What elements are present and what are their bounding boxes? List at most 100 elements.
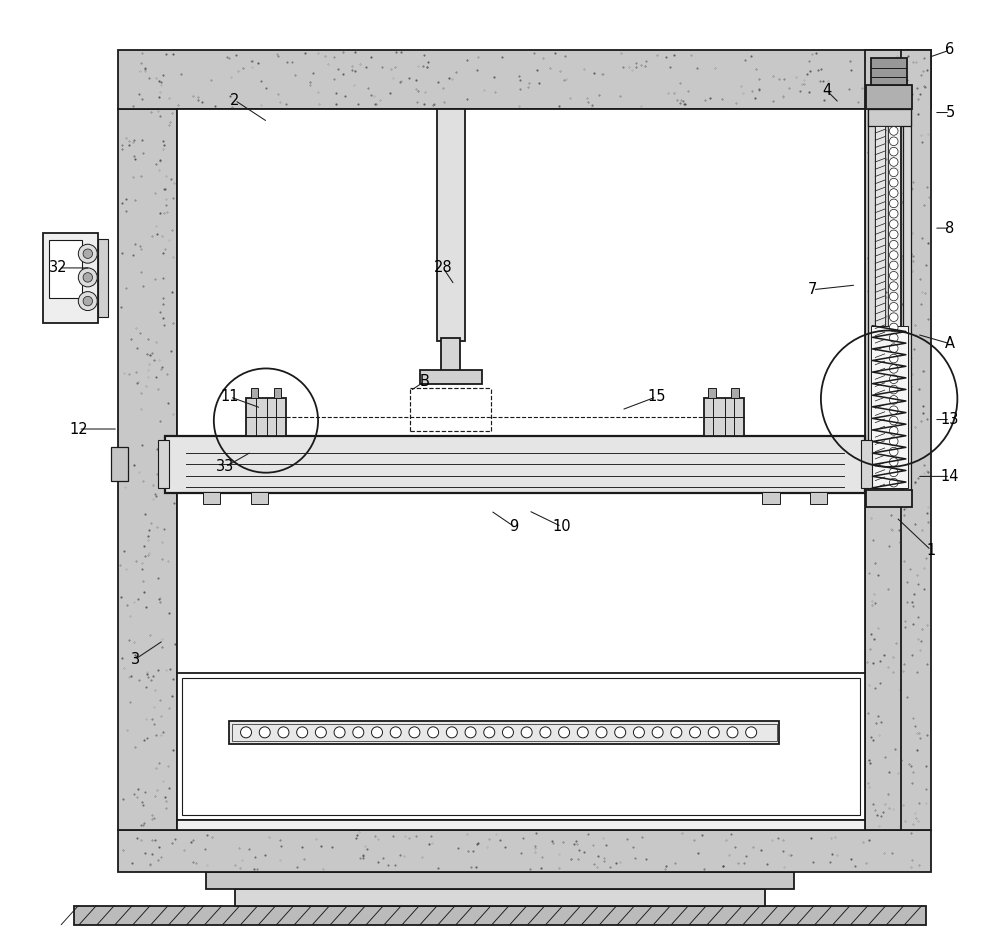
Circle shape <box>259 727 270 737</box>
Text: 8: 8 <box>945 220 955 235</box>
Circle shape <box>727 727 738 737</box>
Text: 6: 6 <box>945 43 955 58</box>
Text: 3: 3 <box>131 652 140 667</box>
Text: 13: 13 <box>941 412 959 427</box>
Text: B: B <box>419 374 429 389</box>
Bar <box>251 388 258 398</box>
Text: 33: 33 <box>216 459 234 474</box>
Circle shape <box>889 478 898 487</box>
Circle shape <box>889 396 898 404</box>
Circle shape <box>83 272 93 282</box>
Bar <box>165 436 865 493</box>
Circle shape <box>83 296 93 306</box>
Bar <box>868 109 875 493</box>
Bar <box>762 492 780 504</box>
Bar <box>235 888 765 905</box>
Circle shape <box>889 375 898 383</box>
Bar <box>98 238 108 317</box>
Circle shape <box>889 313 898 322</box>
Bar <box>441 338 460 374</box>
Bar <box>246 398 286 436</box>
Bar <box>888 126 900 488</box>
Bar <box>206 871 794 888</box>
Circle shape <box>353 727 364 737</box>
Text: 7: 7 <box>808 282 817 297</box>
Circle shape <box>889 178 898 187</box>
Bar <box>871 59 907 85</box>
Text: 10: 10 <box>552 519 571 534</box>
Circle shape <box>889 292 898 301</box>
Circle shape <box>889 220 898 229</box>
Circle shape <box>633 727 644 737</box>
Circle shape <box>889 324 898 332</box>
Circle shape <box>889 137 898 145</box>
Circle shape <box>889 271 898 280</box>
Bar <box>158 440 169 488</box>
Circle shape <box>596 727 607 737</box>
Bar <box>865 50 901 830</box>
Circle shape <box>390 727 401 737</box>
Bar <box>810 492 827 504</box>
Circle shape <box>889 210 898 218</box>
Circle shape <box>889 147 898 156</box>
Bar <box>708 388 716 398</box>
Text: 14: 14 <box>941 469 959 484</box>
Bar <box>182 678 860 815</box>
Text: 28: 28 <box>434 260 452 275</box>
Bar <box>731 388 739 398</box>
Bar <box>203 492 220 504</box>
Circle shape <box>446 727 457 737</box>
Circle shape <box>409 727 420 737</box>
Circle shape <box>428 727 439 737</box>
Circle shape <box>889 199 898 208</box>
Circle shape <box>297 727 308 737</box>
Circle shape <box>889 240 898 249</box>
Bar <box>49 240 82 298</box>
Text: 11: 11 <box>221 389 239 404</box>
Bar <box>43 233 98 323</box>
Circle shape <box>889 158 898 166</box>
Circle shape <box>521 727 532 737</box>
Circle shape <box>78 291 97 310</box>
Circle shape <box>889 427 898 436</box>
Circle shape <box>889 251 898 259</box>
Circle shape <box>372 727 382 737</box>
Bar <box>118 830 931 871</box>
Text: 12: 12 <box>69 421 88 437</box>
Circle shape <box>577 727 588 737</box>
Circle shape <box>889 437 898 446</box>
Text: 15: 15 <box>647 389 666 404</box>
Circle shape <box>889 457 898 466</box>
Text: 32: 32 <box>49 260 68 275</box>
Circle shape <box>889 447 898 456</box>
Circle shape <box>315 727 326 737</box>
Bar <box>866 85 912 109</box>
Circle shape <box>502 727 513 737</box>
Bar <box>118 109 177 830</box>
Bar <box>177 109 865 820</box>
Bar <box>903 109 911 493</box>
Circle shape <box>889 344 898 352</box>
Bar <box>861 440 872 488</box>
Text: 2: 2 <box>230 93 239 107</box>
Circle shape <box>889 468 898 476</box>
Bar <box>868 109 911 126</box>
Circle shape <box>889 385 898 394</box>
Circle shape <box>889 406 898 415</box>
Bar <box>118 50 931 109</box>
Circle shape <box>889 261 898 270</box>
Text: 5: 5 <box>945 105 955 120</box>
Circle shape <box>559 727 570 737</box>
Circle shape <box>889 417 898 425</box>
Circle shape <box>78 244 97 263</box>
Bar <box>177 820 865 830</box>
Circle shape <box>465 727 476 737</box>
Circle shape <box>334 727 345 737</box>
Circle shape <box>484 727 495 737</box>
Bar <box>704 398 744 436</box>
Bar <box>274 388 281 398</box>
Circle shape <box>889 282 898 290</box>
Circle shape <box>746 727 757 737</box>
Circle shape <box>889 189 898 197</box>
Bar <box>866 490 912 507</box>
